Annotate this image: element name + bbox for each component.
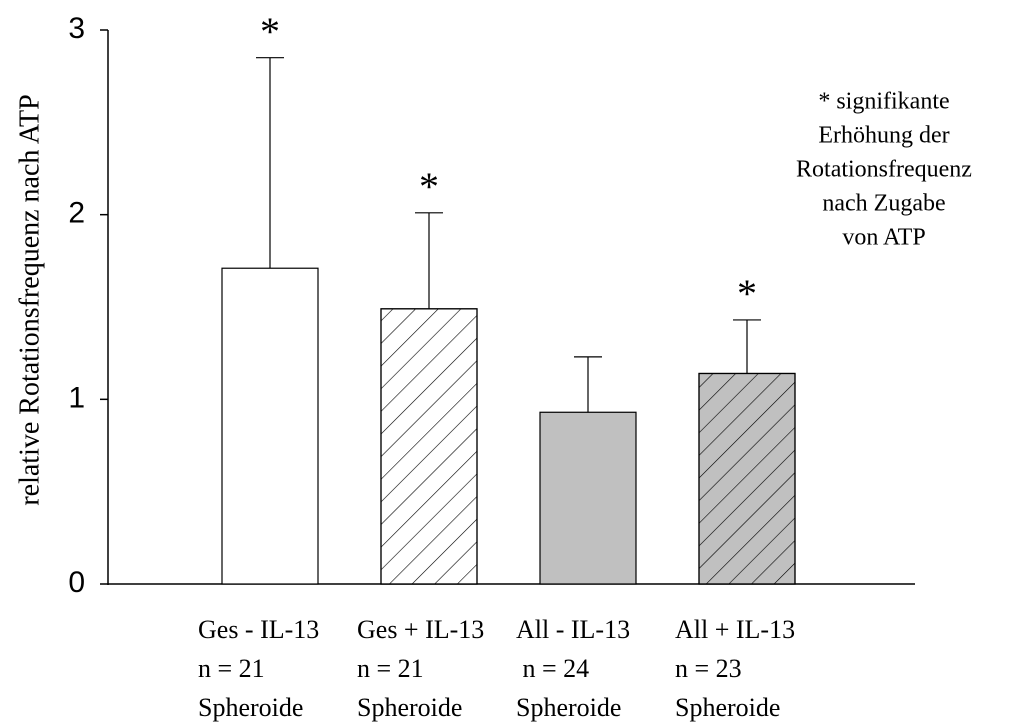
x-tick-label: All + IL-13 xyxy=(675,615,795,644)
annotation: Erhöhung der xyxy=(818,123,949,149)
significance-marker: * xyxy=(737,271,757,316)
x-tick-label: n = 24 xyxy=(516,654,589,683)
significance-marker: * xyxy=(260,9,280,54)
error-bar xyxy=(256,57,284,269)
x-tick-label: n = 21 xyxy=(198,654,265,683)
annotation: Rotationsfrequenz xyxy=(796,157,972,183)
bar-hatch xyxy=(698,372,796,585)
x-tick-label: All - IL-13 xyxy=(516,615,630,644)
bar xyxy=(539,411,637,585)
y-tick-label: 2 xyxy=(68,197,85,230)
y-tick-label: 1 xyxy=(68,381,85,414)
x-tick-label: Spheroide xyxy=(516,693,621,722)
x-tick-label: Ges - IL-13 xyxy=(198,615,319,644)
annotation: nach Zugabe xyxy=(822,191,945,217)
error-bar xyxy=(415,212,443,309)
x-tick-label: n = 23 xyxy=(675,654,742,683)
annotation: * signifikante xyxy=(818,89,949,115)
x-tick-label: Spheroide xyxy=(675,693,780,722)
y-axis-label: relative Rotationsfrequenz nach ATP xyxy=(14,94,45,505)
annotation: von ATP xyxy=(842,225,925,251)
x-tick-label: Ges + IL-13 xyxy=(357,615,484,644)
x-tick-label: n = 21 xyxy=(357,654,424,683)
error-bar xyxy=(733,319,761,374)
significance-marker: * xyxy=(419,164,439,209)
x-tick-label: Spheroide xyxy=(198,693,303,722)
bar xyxy=(221,267,319,585)
y-tick-label: 3 xyxy=(68,12,85,45)
y-tick-label: 0 xyxy=(68,566,85,599)
error-bar xyxy=(574,356,602,413)
bar-hatch xyxy=(380,308,478,585)
x-tick-label: Spheroide xyxy=(357,693,462,722)
